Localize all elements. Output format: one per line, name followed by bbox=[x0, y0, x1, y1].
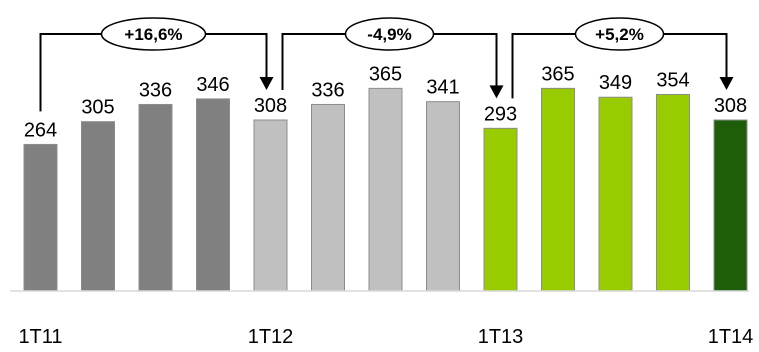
value-label: 305 bbox=[81, 97, 114, 119]
value-label: 293 bbox=[484, 103, 517, 125]
annotation-label: +16,6% bbox=[124, 25, 182, 44]
value-label: 365 bbox=[369, 63, 402, 85]
value-label: 336 bbox=[139, 79, 172, 101]
growth-annotation: +5,2% bbox=[511, 17, 734, 99]
arrow-down-icon bbox=[719, 76, 734, 90]
bar-2T12 bbox=[311, 103, 345, 292]
growth-annotation: -4,9% bbox=[281, 17, 504, 99]
value-label: 308 bbox=[714, 95, 747, 117]
value-label: 341 bbox=[426, 77, 459, 99]
bar-4T13 bbox=[656, 93, 690, 292]
bar-3T13 bbox=[598, 96, 633, 292]
value-label: 336 bbox=[311, 79, 344, 101]
annotation-label: +5,2% bbox=[595, 25, 644, 44]
bar-3T12 bbox=[368, 87, 403, 292]
arrow-down-icon bbox=[489, 85, 504, 99]
arrow-down-icon bbox=[259, 76, 274, 90]
value-label: 346 bbox=[196, 74, 229, 96]
value-label: 264 bbox=[24, 119, 57, 141]
x-tick-label: 1T11 bbox=[18, 326, 62, 348]
bar-1T14 bbox=[713, 119, 748, 292]
value-label: 354 bbox=[656, 69, 689, 91]
growth-annotation: +16,6% bbox=[39, 17, 274, 112]
value-labels-group: 264 305 336 346 308 336 365 341 293 365 349 354 308 bbox=[24, 63, 747, 141]
value-label: 308 bbox=[254, 95, 287, 117]
bar-1T13 bbox=[483, 127, 518, 292]
bar-3T11 bbox=[138, 103, 173, 292]
annotation-bubble bbox=[344, 17, 435, 51]
annotation-label: -4,9% bbox=[367, 25, 411, 44]
bar-1T12 bbox=[253, 119, 288, 292]
bar-2T11 bbox=[81, 121, 115, 292]
bar-4T12 bbox=[426, 101, 460, 292]
bar-1T11 bbox=[23, 143, 58, 292]
bar-4T11 bbox=[196, 98, 230, 292]
x-tick-labels-group: 1T11 1T12 1T13 1T14 bbox=[18, 326, 753, 348]
value-label: 365 bbox=[541, 63, 574, 85]
bars-group bbox=[23, 87, 748, 292]
annotation-bubble bbox=[100, 17, 207, 51]
x-tick-label: 1T12 bbox=[248, 326, 294, 348]
value-label: 349 bbox=[599, 72, 632, 94]
annotation-bubble bbox=[574, 17, 665, 51]
x-tick-label: 1T13 bbox=[478, 326, 524, 348]
growth-annotations-group: +16,6% -4,9% +5,2% bbox=[39, 17, 734, 112]
x-tick-label: 1T14 bbox=[708, 326, 754, 348]
bar-2T13 bbox=[541, 87, 575, 292]
